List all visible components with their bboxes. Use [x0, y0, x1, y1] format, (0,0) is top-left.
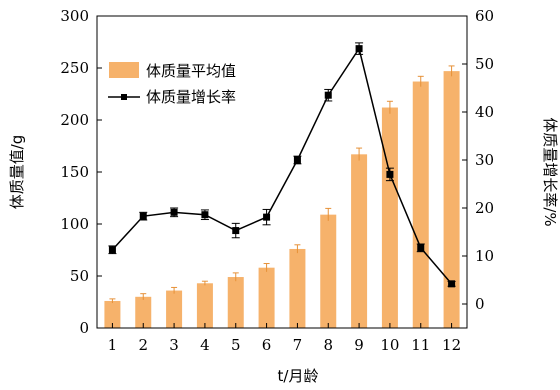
bar: [196, 283, 213, 328]
left-axis-tick-label: 150: [60, 163, 89, 181]
left-axis-title: 体质量值/g: [8, 135, 26, 210]
left-axis-tick-label: 300: [60, 7, 89, 25]
x-axis-tick-label: 7: [293, 336, 303, 354]
left-axis-tick-label: 50: [70, 267, 89, 285]
bar: [381, 107, 398, 329]
line-layer: [108, 42, 456, 288]
left-axis-tick-label: 250: [60, 59, 89, 77]
left-axis-tick-label: 0: [79, 319, 89, 337]
bar: [443, 71, 460, 329]
line-point: [201, 211, 209, 219]
right-axis-tick-label: 30: [475, 151, 494, 169]
legend-bar-label: 体质量平均值: [146, 62, 236, 80]
right-axis-title: 体质量增长率/%: [541, 117, 559, 226]
legend-line-label: 体质量增长率: [146, 88, 236, 106]
x-axis-tick-label: 5: [231, 336, 241, 354]
line-point: [263, 213, 271, 221]
line-point: [108, 246, 116, 254]
right-axis-tick-label: 40: [475, 103, 494, 121]
line-point: [170, 208, 178, 216]
bars-layer: [104, 65, 460, 329]
x-axis-tick-label: 10: [380, 336, 399, 354]
right-axis-tick-label: 50: [475, 55, 494, 73]
right-axis-tick-label: 20: [475, 199, 494, 217]
line-point: [417, 244, 425, 252]
legend-line-marker: [121, 94, 127, 100]
left-axis-tick-label: 200: [60, 111, 89, 129]
x-axis-tick-label: 12: [442, 336, 461, 354]
x-axis-tick-label: 3: [169, 336, 179, 354]
line-point: [139, 212, 147, 220]
right-axis-tick-label: 0: [475, 295, 485, 313]
line-point: [355, 45, 363, 53]
x-axis-tick-label: 4: [200, 336, 210, 354]
x-axis-tick-label: 6: [262, 336, 272, 354]
line-point: [324, 91, 332, 99]
bar: [166, 290, 183, 328]
legend: 体质量平均值 体质量增长率: [108, 62, 236, 106]
x-axis-tick-label: 8: [323, 336, 333, 354]
bar: [351, 154, 368, 328]
right-axis-tick-label: 10: [475, 247, 494, 265]
bar: [104, 300, 121, 328]
bar: [135, 296, 152, 328]
line-point: [232, 227, 240, 235]
left-axis-tick-label: 100: [60, 215, 89, 233]
bar: [227, 277, 244, 328]
x-axis-title: t/月龄: [278, 367, 319, 385]
x-axis-tick-label: 11: [411, 336, 430, 354]
legend-bar-swatch: [109, 62, 139, 78]
x-axis-tick-label: 1: [108, 336, 118, 354]
x-axis-tick-label: 2: [138, 336, 148, 354]
line-point: [448, 280, 456, 288]
growth-rate-line: [111, 46, 453, 285]
line-point: [386, 170, 394, 178]
bar: [258, 267, 275, 328]
x-axis-tick-label: 9: [354, 336, 364, 354]
line-point: [293, 156, 301, 164]
bar: [289, 248, 306, 328]
bar: [320, 214, 337, 328]
right-axis-tick-label: 60: [475, 7, 494, 25]
bar: [412, 81, 429, 329]
